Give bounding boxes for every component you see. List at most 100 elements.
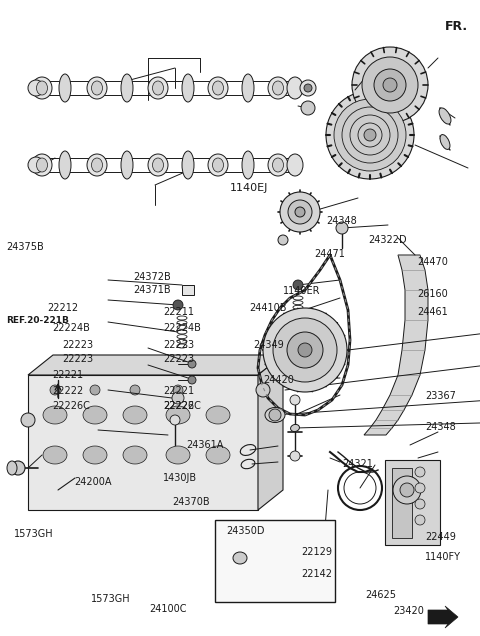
Ellipse shape <box>92 158 103 172</box>
Text: 22142: 22142 <box>301 569 333 579</box>
Circle shape <box>304 84 312 92</box>
Ellipse shape <box>148 77 168 99</box>
Ellipse shape <box>233 552 247 564</box>
Circle shape <box>278 235 288 245</box>
Text: 22129: 22129 <box>301 547 333 557</box>
Circle shape <box>415 467 425 477</box>
Ellipse shape <box>92 81 103 95</box>
Polygon shape <box>258 355 283 510</box>
Ellipse shape <box>287 154 303 176</box>
Circle shape <box>304 358 312 366</box>
Text: 24100C: 24100C <box>149 604 186 614</box>
Circle shape <box>173 385 183 395</box>
Text: 22224B: 22224B <box>52 323 90 333</box>
Circle shape <box>352 47 428 123</box>
Circle shape <box>287 332 323 368</box>
Text: 22223: 22223 <box>163 340 194 350</box>
Circle shape <box>170 415 180 425</box>
Ellipse shape <box>290 424 300 432</box>
Ellipse shape <box>166 446 190 464</box>
Text: FR.: FR. <box>444 20 468 33</box>
Circle shape <box>364 129 376 141</box>
Circle shape <box>293 280 303 290</box>
Circle shape <box>269 409 281 421</box>
Text: 22212: 22212 <box>47 303 78 313</box>
Bar <box>392 468 412 538</box>
Bar <box>385 460 440 545</box>
Text: 24410B: 24410B <box>250 303 287 314</box>
Text: 24420: 24420 <box>263 375 294 385</box>
Circle shape <box>21 413 35 427</box>
Circle shape <box>358 123 382 147</box>
Text: 22211: 22211 <box>163 307 194 317</box>
Text: 22223: 22223 <box>62 354 94 364</box>
Polygon shape <box>428 606 458 628</box>
Ellipse shape <box>206 406 230 424</box>
Circle shape <box>288 200 312 224</box>
Circle shape <box>383 78 397 92</box>
Circle shape <box>28 80 44 96</box>
Bar <box>28 375 258 510</box>
Text: 24361A: 24361A <box>186 440 224 450</box>
Circle shape <box>334 99 406 171</box>
Circle shape <box>173 300 183 310</box>
Text: 26160: 26160 <box>418 289 448 299</box>
Ellipse shape <box>7 461 17 475</box>
Text: 24350D: 24350D <box>227 526 265 536</box>
Ellipse shape <box>242 74 254 102</box>
Ellipse shape <box>59 151 71 179</box>
Circle shape <box>295 207 305 217</box>
Ellipse shape <box>268 77 288 99</box>
Ellipse shape <box>43 446 67 464</box>
Text: 22221: 22221 <box>52 370 83 380</box>
Circle shape <box>90 385 100 395</box>
Circle shape <box>290 395 300 405</box>
Ellipse shape <box>83 406 107 424</box>
Ellipse shape <box>206 446 230 464</box>
Circle shape <box>273 318 337 382</box>
Circle shape <box>188 376 196 384</box>
Ellipse shape <box>182 74 194 102</box>
Polygon shape <box>28 355 283 375</box>
Text: 1140EJ: 1140EJ <box>229 183 268 193</box>
Text: 22222: 22222 <box>163 401 194 411</box>
Text: 24372B: 24372B <box>133 272 171 282</box>
Ellipse shape <box>43 406 67 424</box>
Circle shape <box>256 383 270 397</box>
Text: 22449: 22449 <box>425 532 456 543</box>
Bar <box>215 520 335 602</box>
Circle shape <box>374 69 406 101</box>
Circle shape <box>280 192 320 232</box>
Ellipse shape <box>242 151 254 179</box>
Text: 24321: 24321 <box>342 459 372 469</box>
Ellipse shape <box>213 81 224 95</box>
Circle shape <box>291 373 305 387</box>
Ellipse shape <box>273 81 284 95</box>
Circle shape <box>342 107 398 163</box>
Ellipse shape <box>87 77 107 99</box>
Text: 1140ER: 1140ER <box>283 286 321 296</box>
Circle shape <box>326 91 414 179</box>
Text: 23420: 23420 <box>394 605 424 616</box>
Text: 24470: 24470 <box>418 257 448 267</box>
Circle shape <box>28 157 44 173</box>
Ellipse shape <box>148 154 168 176</box>
Circle shape <box>11 461 25 475</box>
Ellipse shape <box>287 77 303 99</box>
Ellipse shape <box>182 151 194 179</box>
Ellipse shape <box>213 158 224 172</box>
Ellipse shape <box>166 406 190 424</box>
Text: 1573GH: 1573GH <box>14 529 54 539</box>
Circle shape <box>172 392 184 404</box>
Text: 24322D: 24322D <box>369 235 407 245</box>
Text: 1430JB: 1430JB <box>163 473 197 483</box>
Text: 24370B: 24370B <box>172 497 209 508</box>
Text: 24348: 24348 <box>326 216 357 226</box>
Ellipse shape <box>123 406 147 424</box>
Text: 24349: 24349 <box>253 340 284 350</box>
Circle shape <box>362 57 418 113</box>
Text: 1140FY: 1140FY <box>425 551 461 562</box>
Ellipse shape <box>59 74 71 102</box>
Circle shape <box>300 80 316 96</box>
Text: 22226C: 22226C <box>52 401 90 411</box>
